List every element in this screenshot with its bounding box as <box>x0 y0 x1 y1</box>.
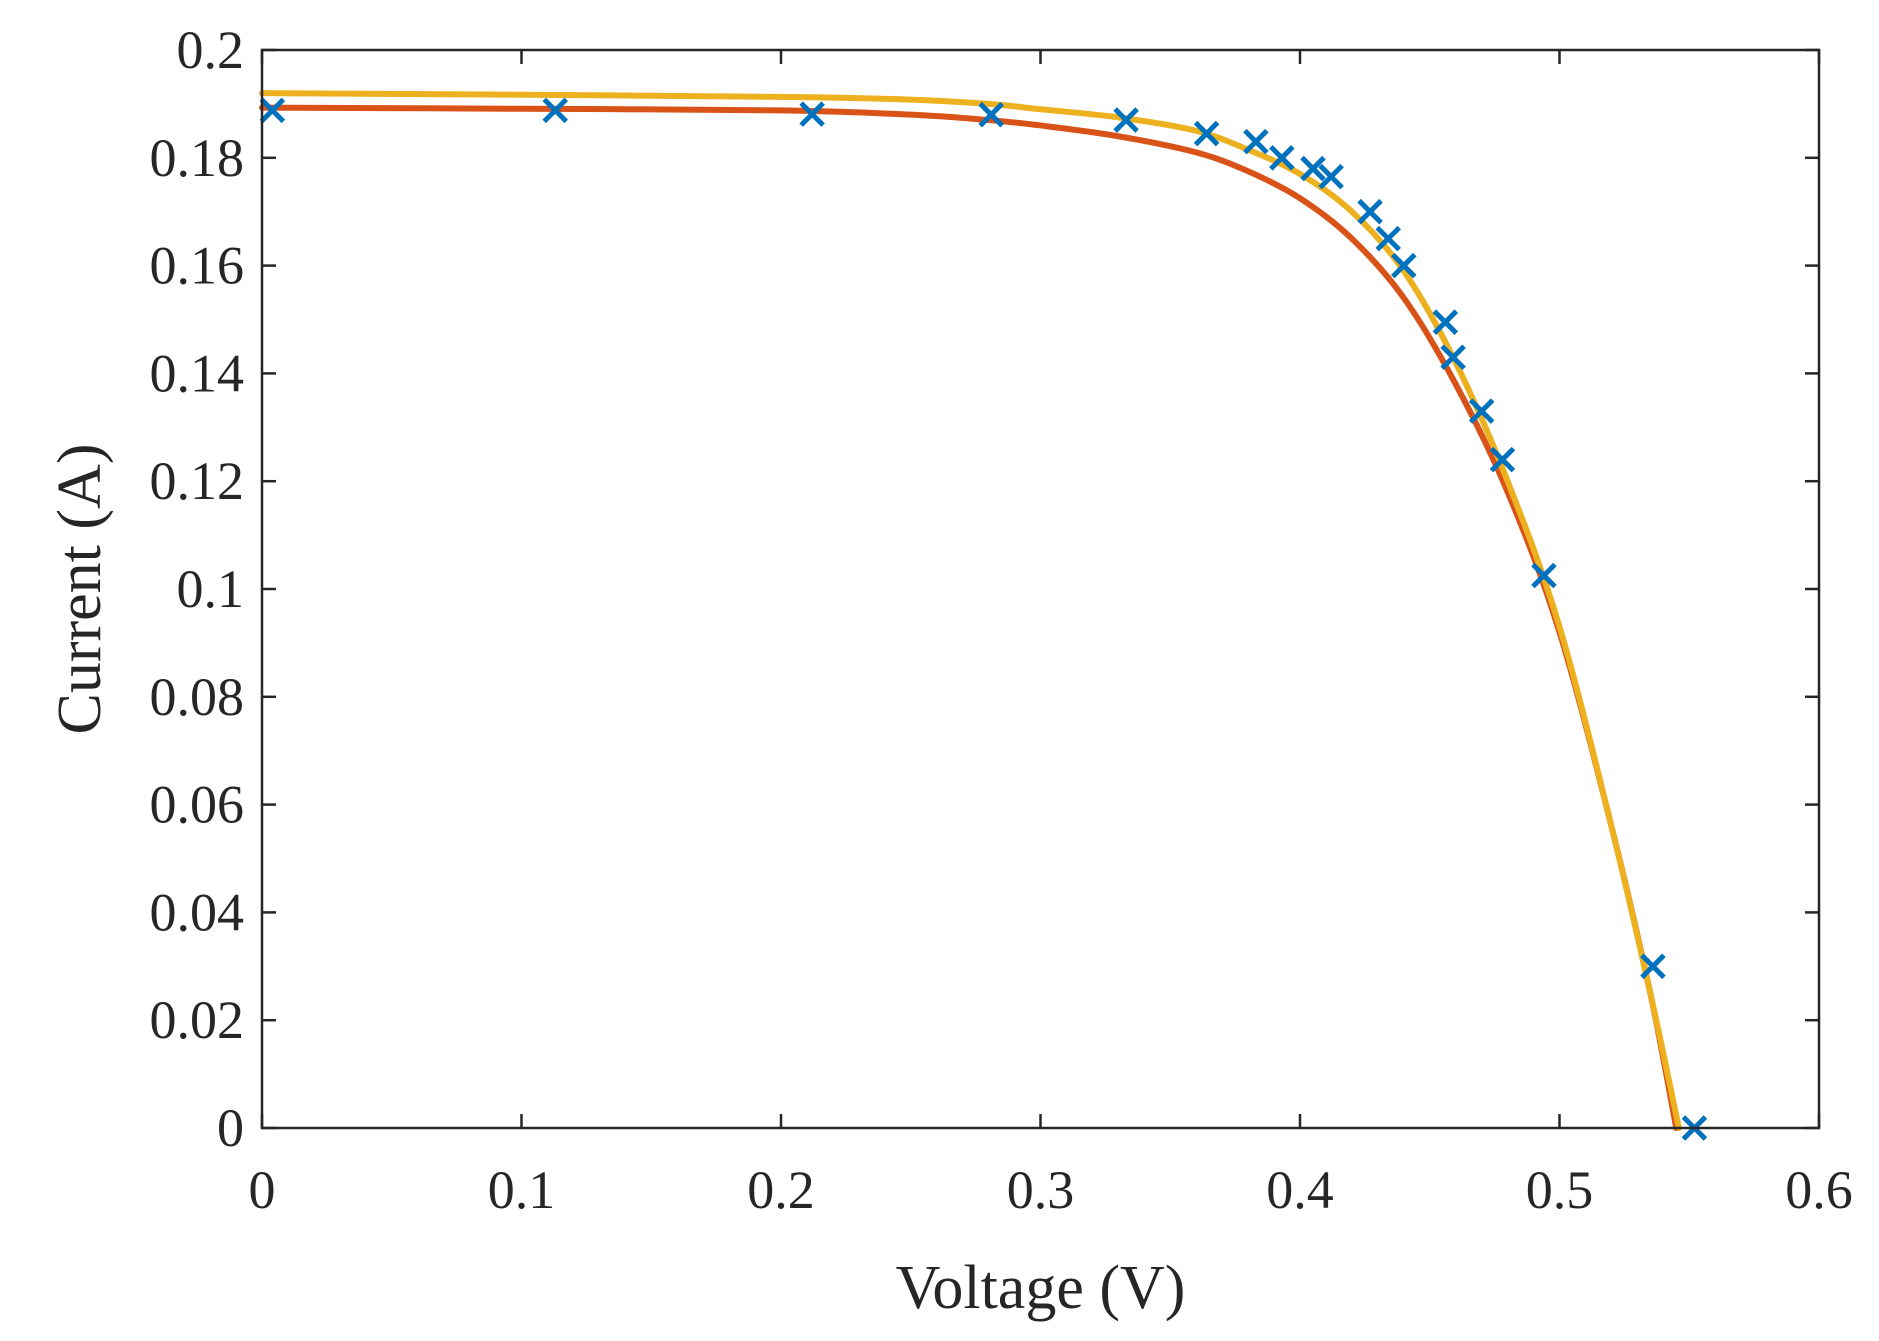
data-point <box>1489 446 1516 473</box>
x-tick-label: 0.1 <box>488 1160 556 1220</box>
data-point <box>1432 309 1459 335</box>
x-axis-ticks: 0 0.1 0.2 0.3 0.4 0.5 0.6 <box>249 50 1853 1220</box>
data-point <box>542 97 569 124</box>
data-point <box>1357 198 1383 225</box>
data-point <box>1243 128 1269 155</box>
y-tick-label: 0.1 <box>177 559 245 619</box>
data-point <box>1440 344 1466 370</box>
data-point <box>1318 163 1344 190</box>
series-line-model-2 <box>259 90 1682 1131</box>
plot-area <box>259 90 1708 1141</box>
data-point <box>978 101 1004 128</box>
x-axis-title: Voltage (V) <box>896 1254 1186 1322</box>
y-tick-label: 0.14 <box>150 343 245 403</box>
x-tick-label: 0.6 <box>1785 1160 1853 1220</box>
data-point <box>1640 953 1666 980</box>
y-axis-title: Current (A) <box>46 444 114 735</box>
data-point <box>1391 252 1417 279</box>
x-tick-label: 0.5 <box>1526 1160 1594 1220</box>
data-point <box>1113 107 1139 133</box>
y-tick-label: 0.16 <box>150 236 245 296</box>
x-tick-label: 0.4 <box>1266 1160 1334 1220</box>
data-point <box>1468 398 1495 424</box>
data-point <box>1193 120 1220 147</box>
data-point <box>1375 225 1401 252</box>
y-tick-label: 0.06 <box>150 775 245 835</box>
y-tick-label: 0 <box>217 1098 244 1158</box>
series-markers-measured <box>259 97 1708 1141</box>
y-tick-label: 0.18 <box>150 128 245 188</box>
y-tick-label: 0.2 <box>177 20 245 80</box>
y-axis-ticks: 0 0.02 0.04 0.06 0.08 0.1 0.12 0.14 0.16 0.18 0.2 <box>150 20 1819 1158</box>
y-tick-label: 0.12 <box>150 451 245 511</box>
y-tick-label: 0.08 <box>150 667 245 727</box>
y-tick-label: 0.04 <box>150 882 245 942</box>
x-tick-label: 0.2 <box>747 1160 815 1220</box>
x-tick-label: 0 <box>249 1160 276 1220</box>
x-tick-label: 0.3 <box>1007 1160 1075 1220</box>
data-point <box>1300 155 1326 182</box>
data-point <box>799 101 825 127</box>
data-point <box>1531 562 1557 589</box>
data-point <box>1269 145 1295 171</box>
y-tick-label: 0.02 <box>150 990 245 1050</box>
data-point <box>259 97 286 124</box>
